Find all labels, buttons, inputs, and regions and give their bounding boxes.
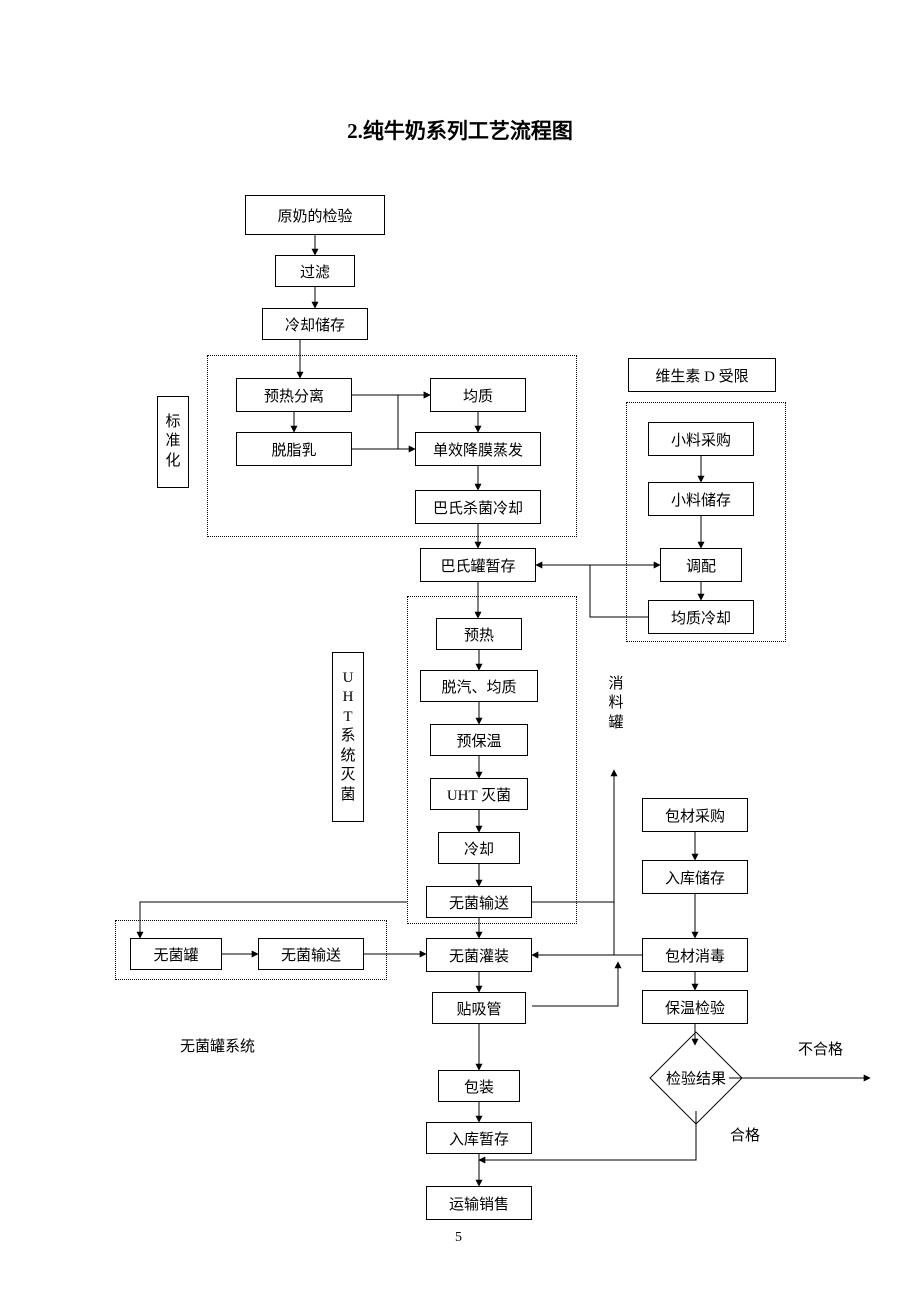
node-n_vitDbox: 维生素 D 受限 [628, 358, 776, 392]
vlabel-l_uht: UHT系统灭菌 [332, 652, 364, 822]
node-n_smallbuy: 小料采购 [648, 422, 754, 456]
node-n_ship: 运输销售 [426, 1186, 532, 1220]
page-title: 2.纯牛奶系列工艺流程图 [300, 115, 620, 145]
vlabel-l_std-char: 化 [165, 452, 180, 472]
node-n_pkgbuy: 包材采购 [642, 798, 748, 832]
node-n_preheat: 预热 [436, 618, 522, 650]
vlabel-l_slurry: 消料罐 [605, 666, 627, 742]
node-n_uht: UHT 灭菌 [430, 778, 528, 810]
decision-check-label: 检验结果 [666, 1068, 726, 1089]
vlabel-l_uht-char: T [343, 708, 352, 728]
node-n_filter: 过滤 [275, 255, 355, 287]
node-n_straw: 贴吸管 [432, 992, 526, 1024]
node-n_prehold: 预保温 [430, 724, 528, 756]
text-t_pass: 合格 [730, 1124, 760, 1145]
node-n_holdtest: 保温检验 [642, 990, 748, 1024]
node-n_presep: 预热分离 [236, 378, 352, 412]
node-n_coolstore: 冷却储存 [262, 308, 368, 340]
node-n_aseptrans: 无菌输送 [426, 886, 532, 918]
node-n_pkgster: 包材消毒 [642, 938, 748, 972]
node-n_cool2: 冷却 [438, 832, 520, 864]
vlabel-l_slurry-char: 料 [608, 694, 623, 714]
node-n_pastcool: 巴氏杀菌冷却 [415, 490, 541, 524]
node-n_aseptank: 无菌罐 [130, 938, 222, 970]
node-n_skim: 脱脂乳 [236, 432, 352, 466]
vlabel-l_uht-char: 系 [340, 727, 355, 747]
vlabel-l_slurry-char: 消 [608, 675, 623, 695]
node-n_homcool: 均质冷却 [648, 600, 754, 634]
node-n_blend: 调配 [660, 548, 742, 582]
vlabel-l_uht-char: U [343, 669, 354, 689]
vlabel-l_uht-char: 菌 [340, 786, 355, 806]
node-n_degas: 脱汽、均质 [420, 670, 538, 702]
text-t_fail: 不合格 [798, 1038, 843, 1059]
vlabel-l_std-char: 标 [165, 413, 180, 433]
page-number: 5 [455, 1230, 462, 1246]
node-n_pkgstore: 入库储存 [642, 860, 748, 894]
vlabel-l_uht-char: 灭 [340, 766, 355, 786]
node-n_pack: 包装 [438, 1070, 520, 1102]
vlabel-l_std: 标准化 [157, 396, 189, 488]
decision-check: 检验结果 [663, 1045, 729, 1111]
vlabel-l_std-char: 准 [165, 432, 180, 452]
node-n_evap: 单效降膜蒸发 [415, 432, 541, 466]
node-n_homog: 均质 [430, 378, 526, 412]
node-n_pasttank: 巴氏罐暂存 [420, 548, 536, 582]
vlabel-l_slurry-char: 罐 [608, 714, 623, 734]
node-n_raw: 原奶的检验 [245, 195, 385, 235]
text-t_aseptsys: 无菌罐系统 [180, 1035, 255, 1056]
node-n_whtemp: 入库暂存 [426, 1122, 532, 1154]
node-n_smallstore: 小料储存 [648, 482, 754, 516]
vlabel-l_uht-char: 统 [340, 747, 355, 767]
node-n_aseptrans2: 无菌输送 [258, 938, 364, 970]
vlabel-l_uht-char: H [343, 688, 354, 708]
node-n_fill: 无菌灌装 [426, 938, 532, 972]
